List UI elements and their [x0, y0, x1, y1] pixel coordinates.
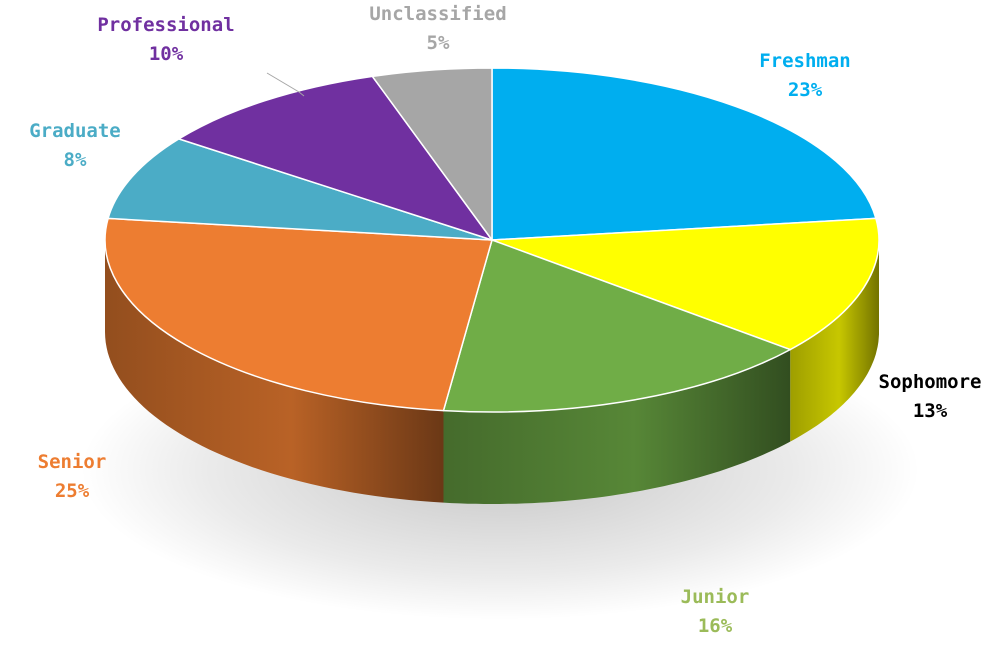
leader-lines	[266, 72, 305, 97]
percent-unclassified: 5%	[427, 32, 450, 54]
slice-side-junior	[443, 349, 791, 504]
label-graduate: Graduate	[29, 120, 121, 142]
label-professional: Professional	[97, 14, 234, 36]
label-unclassified: Unclassified	[369, 3, 506, 25]
slice-senior	[104, 217, 493, 412]
percent-junior: 16%	[698, 615, 733, 637]
percent-graduate: 8%	[64, 149, 87, 171]
percent-freshman: 23%	[788, 79, 823, 101]
label-freshman: Freshman	[759, 50, 851, 72]
slice-unclassified	[371, 67, 493, 241]
slice-freshman	[491, 67, 877, 241]
pie-sides	[105, 240, 879, 504]
slice-side-sophomore	[790, 240, 879, 442]
percent-sophomore: 13%	[913, 400, 948, 422]
leader-line-professional	[266, 72, 305, 97]
slice-sophomore	[491, 217, 880, 351]
slice-junior	[442, 239, 791, 413]
label-junior: Junior	[681, 586, 750, 608]
label-sophomore: Sophomore	[879, 371, 982, 393]
percent-senior: 25%	[55, 480, 90, 502]
slice-professional	[178, 75, 493, 241]
label-senior: Senior	[38, 451, 107, 473]
pie-tops	[104, 67, 880, 413]
slice-graduate	[107, 138, 493, 241]
data-labels: Freshman 23% Sophomore 13% Junior 16% Senior 25…	[29, 3, 981, 637]
slice-side-senior	[105, 240, 444, 503]
percent-professional: 10%	[149, 43, 184, 65]
